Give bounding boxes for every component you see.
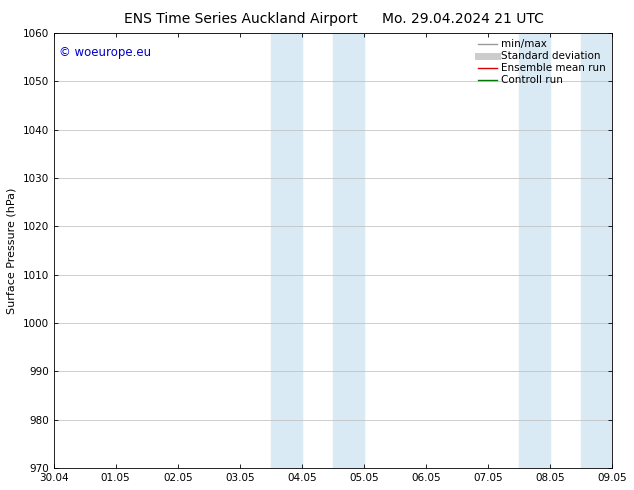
Bar (333, 33, 364, 468)
Legend: min/max, Standard deviation, Ensemble mean run, Controll run: min/max, Standard deviation, Ensemble me… (474, 35, 610, 90)
Text: © woeurope.eu: © woeurope.eu (59, 46, 152, 59)
Text: ENS Time Series Auckland Airport: ENS Time Series Auckland Airport (124, 12, 358, 26)
Text: Mo. 29.04.2024 21 UTC: Mo. 29.04.2024 21 UTC (382, 12, 544, 26)
Y-axis label: Surface Pressure (hPa): Surface Pressure (hPa) (7, 187, 17, 314)
Bar (581, 33, 612, 468)
Bar (271, 33, 302, 468)
Bar (519, 33, 550, 468)
